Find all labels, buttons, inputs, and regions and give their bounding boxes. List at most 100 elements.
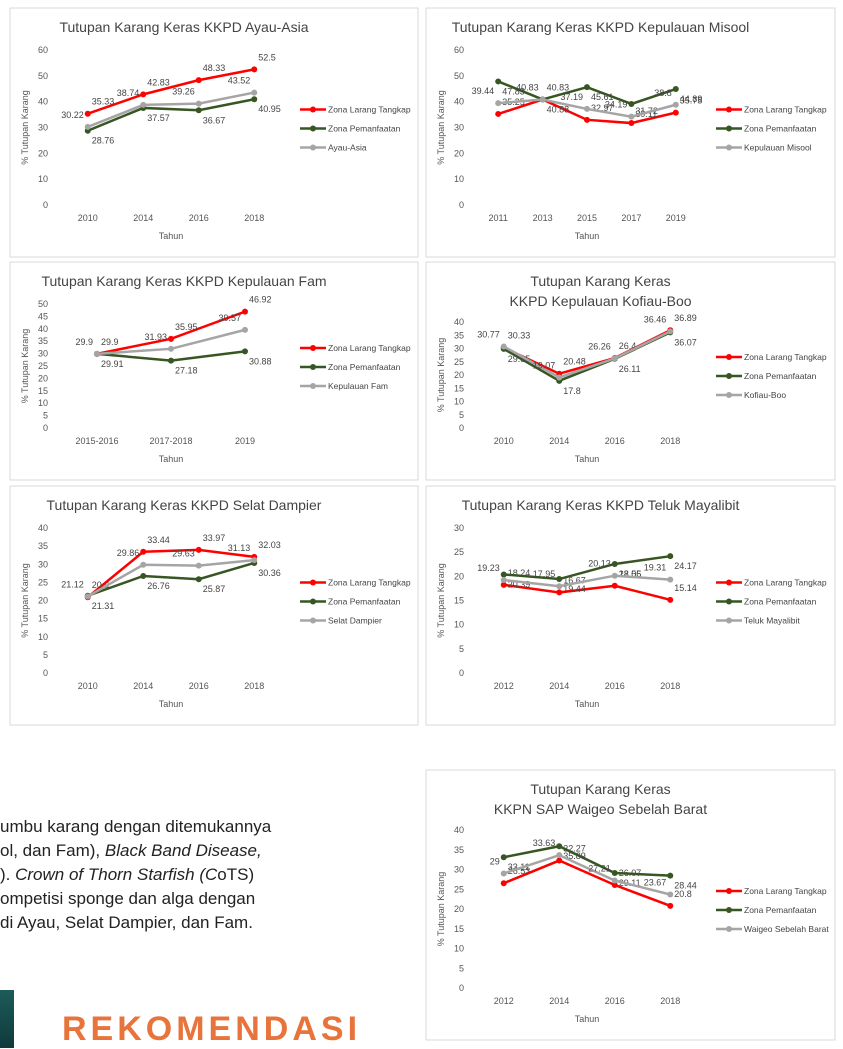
data-label: 36.07 [674,337,697,347]
data-point [242,308,248,315]
data-label: 26.26 [588,341,611,351]
y-axis-label: % Tutupan Karang [436,872,446,947]
x-tick-label: 2015-2016 [75,436,118,446]
data-point [251,557,258,564]
series-line [87,558,255,598]
legend-marker [726,354,732,360]
y-tick-label: 0 [43,668,48,678]
x-tick-label: 2012 [494,681,514,691]
data-point [611,870,618,877]
y-tick-label: 15 [454,383,464,393]
legend-marker [310,106,316,113]
x-tick-label: 2016 [605,436,625,446]
legend-label: Kepulauan Fam [328,381,388,391]
y-tick-label: 35 [38,541,48,551]
chart-title: KKPD Kepulauan Kofiau-Boo [509,293,691,309]
y-tick-label: 0 [459,200,464,210]
chart-panel [9,261,419,481]
y-tick-label: 15 [38,614,48,624]
y-axis-label: % Tutupan Karang [436,563,446,638]
data-label: 52.5 [258,52,276,62]
data-point [84,593,91,600]
data-point [495,78,502,85]
y-tick-label: 30 [38,123,48,133]
text-span: ). [0,865,16,884]
data-point [556,857,563,864]
y-tick-label: 35 [38,336,48,346]
legend-label: Zona Larang Tangkap [328,343,411,353]
y-tick-label: 25 [454,884,464,894]
data-label: 18.24 [508,568,531,578]
y-tick-label: 5 [43,650,48,660]
y-tick-label: 10 [454,620,464,630]
data-label: 26.11 [619,364,641,374]
data-label: 48.33 [203,63,226,73]
data-label: 46.92 [249,295,272,305]
data-point [195,562,202,569]
data-label: 26.53 [508,866,531,876]
data-label: 16.67 [563,575,586,585]
data-point [500,343,507,350]
series-line [86,548,255,599]
text-span: ol, dan Fam), [0,841,105,860]
data-point [584,84,590,91]
y-tick-label: 5 [459,963,464,973]
legend-marker [726,598,732,605]
data-label: 31.13 [228,543,251,553]
data-point [94,350,100,357]
series-line [503,574,671,588]
legend-label: Zona Pemanfaatan [744,905,817,915]
y-tick-label: 5 [43,411,48,421]
data-point [611,882,618,889]
x-tick-label: 2014 [133,681,153,691]
data-label: 36.46 [644,314,667,324]
legend-marker [726,579,732,586]
legend-marker [310,383,316,389]
chart-panel [425,769,836,1041]
legend-label: Zona Pemanfaatan [328,597,401,607]
y-tick-label: 25 [38,361,48,371]
data-point [168,335,174,342]
y-tick-label: 60 [454,45,464,55]
data-label: 15.14 [674,583,697,593]
x-tick-label: 2013 [533,213,553,223]
data-label: 47.83 [502,86,525,96]
data-point [140,91,147,98]
data-point [672,101,679,108]
y-tick-label: 0 [459,983,464,993]
data-point [84,110,91,117]
data-point [667,872,674,879]
legend-label: Kofiau-Boo [744,390,786,400]
data-point [251,89,258,96]
y-tick-label: 20 [38,596,48,606]
y-tick-label: 0 [43,200,48,210]
x-tick-label: 2019 [666,213,686,223]
series-line [87,68,255,115]
x-tick-label: 2018 [244,681,264,691]
legend-marker [726,926,732,932]
data-label: 40.83 [516,83,539,93]
legend-marker [726,144,732,151]
legend-marker [726,392,732,398]
chart-panel [425,485,836,726]
chart-title: Tutupan Karang Keras KKPD Kepulauan Miso… [452,19,750,35]
legend-label: Zona Larang Tangkap [328,105,411,115]
y-tick-label: 10 [38,174,48,184]
legend-marker [310,364,316,370]
data-label: 20.48 [563,357,586,367]
data-label: 38.74 [117,88,140,98]
data-label: 19.44 [563,584,586,594]
y-tick-label: 25 [454,547,464,557]
legend-label: Zona Larang Tangkap [744,578,827,588]
data-label: 33.44 [147,535,170,545]
legend-label: Zona Larang Tangkap [744,105,827,115]
series-line [503,583,671,602]
legend-marker [310,617,316,624]
legend-marker [310,144,316,151]
y-tick-label: 35 [454,845,464,855]
y-tick-label: 50 [38,299,48,309]
y-axis-label: % Tutupan Karang [20,563,30,638]
data-label: 35.33 [92,97,115,107]
data-label: 29.9 [75,337,93,347]
data-label: 21.12 [61,579,84,589]
